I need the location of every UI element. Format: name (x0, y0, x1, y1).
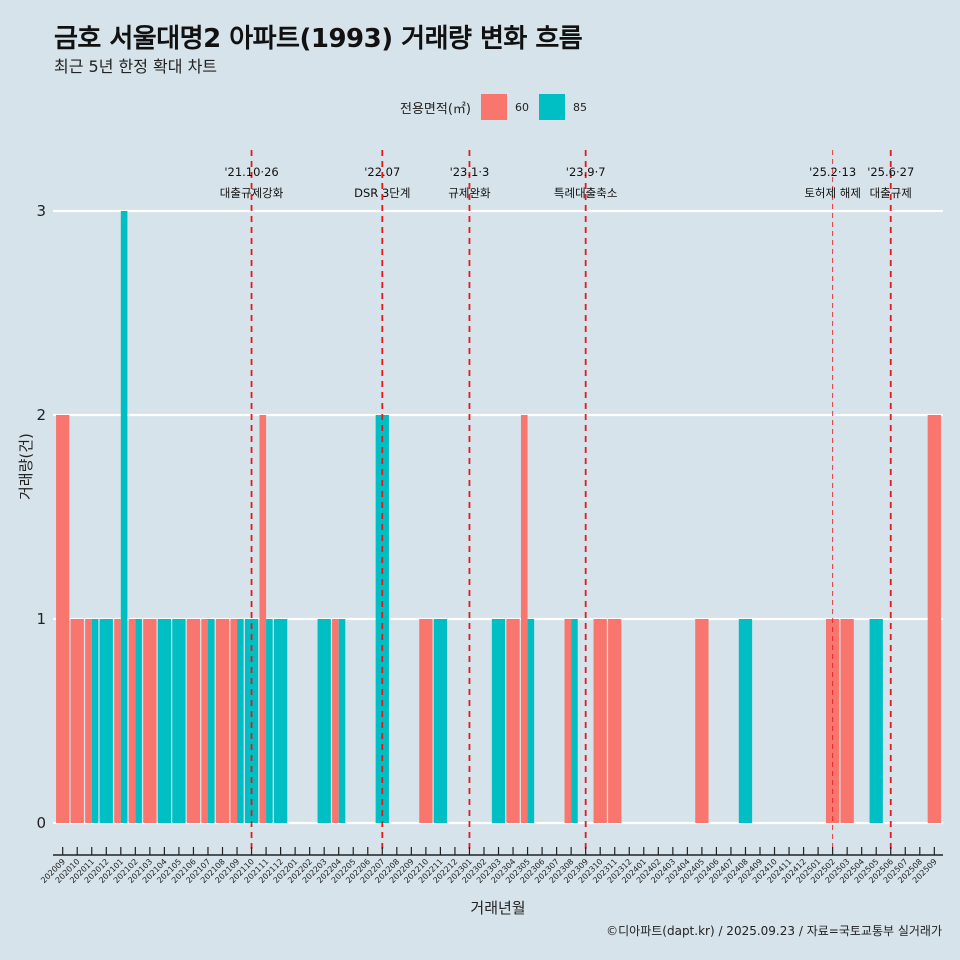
annotation-date: '21.10·26 (224, 165, 278, 179)
y-tick-label: 1 (36, 610, 46, 628)
bar-85 (266, 619, 273, 823)
bar-85 (135, 619, 142, 823)
bar-60 (332, 619, 339, 823)
bar-85 (120, 211, 128, 823)
annotation-label: 특례대출축소 (554, 186, 617, 200)
annotation-label: 토허제 해제 (804, 186, 861, 200)
bar-85 (172, 619, 186, 823)
bar-60 (201, 619, 208, 823)
bar-60 (56, 415, 70, 823)
bar-60 (85, 619, 92, 823)
annotation-label: 대출규제 (870, 186, 912, 200)
annotation-lines (250, 150, 892, 850)
bar-85 (571, 619, 578, 823)
chart-subtitle: 최근 5년 한정 확대 차트 (54, 57, 218, 76)
bar-60 (114, 619, 121, 823)
y-axis-label: 거래량(건) (17, 433, 35, 500)
bar-60 (520, 415, 528, 823)
y-tick-label: 3 (36, 202, 46, 220)
bar-85 (91, 619, 99, 823)
legend-label-60: 60 (514, 100, 529, 114)
bar-60 (564, 619, 572, 823)
bar-60 (70, 619, 84, 823)
bar-60 (186, 619, 201, 823)
bar-85 (207, 619, 215, 823)
bar-60 (215, 619, 230, 823)
bar-60 (840, 619, 854, 823)
y-tick-label: 2 (36, 406, 46, 424)
annotations: '21.10·26 대출규제강화 '22.07 DSR 3단계 '23.1·3 규제완화 '… (220, 165, 914, 200)
bar-85 (338, 619, 346, 823)
bar-60 (128, 619, 136, 823)
bar-85 (317, 619, 331, 823)
bar-60 (259, 415, 267, 823)
bar-60 (608, 619, 622, 823)
footer-credit: ©디아파트(dapt.kr) / 2025.09.23 / 자료=국토교통부 실… (606, 924, 942, 938)
annotation-date: '25.6·27 (867, 165, 914, 179)
bar-60 (230, 619, 238, 823)
y-axis: 0 1 2 3 (36, 202, 46, 832)
bar-60 (695, 619, 709, 823)
legend-title: 전용면적(㎡) (400, 101, 471, 117)
legend-label-85: 85 (572, 100, 587, 114)
bar-60 (419, 619, 433, 823)
bar-60 (927, 415, 941, 823)
annotation-date: '23.1·3 (450, 165, 490, 179)
bar-85 (491, 619, 506, 823)
chart-title: 금호 서울대명2 아파트(1993) 거래량 변화 흐름 (54, 24, 583, 54)
bar-85 (273, 619, 288, 823)
bar-85 (527, 619, 535, 823)
bar-85 (375, 415, 389, 823)
bar-85 (433, 619, 448, 823)
annotation-label: 대출규제강화 (220, 186, 284, 200)
bar-60 (593, 619, 607, 823)
bar-85 (738, 619, 753, 823)
y-tick-label: 0 (36, 814, 46, 832)
annotation-label: 규제완화 (448, 186, 491, 200)
bar-60 (143, 619, 157, 823)
bars (56, 211, 941, 823)
bar-85 (237, 619, 244, 823)
annotation-date: '23.9·7 (566, 165, 606, 179)
legend: 전용면적(㎡) 60 85 (400, 93, 597, 121)
bar-60 (506, 619, 520, 823)
bar-85 (99, 619, 113, 823)
x-axis: 2020092020102020112020122021012021022021… (39, 847, 943, 885)
legend-swatch-60 (480, 94, 507, 120)
annotation-date: '25.2·13 (809, 165, 856, 179)
x-axis-label: 거래년월 (470, 899, 526, 917)
bar-85 (157, 619, 172, 823)
bar-85 (244, 619, 259, 823)
annotation-label: DSR 3단계 (354, 186, 410, 200)
bar-85 (869, 619, 883, 823)
annotation-date: '22.07 (364, 165, 400, 179)
legend-swatch-85 (538, 94, 565, 120)
